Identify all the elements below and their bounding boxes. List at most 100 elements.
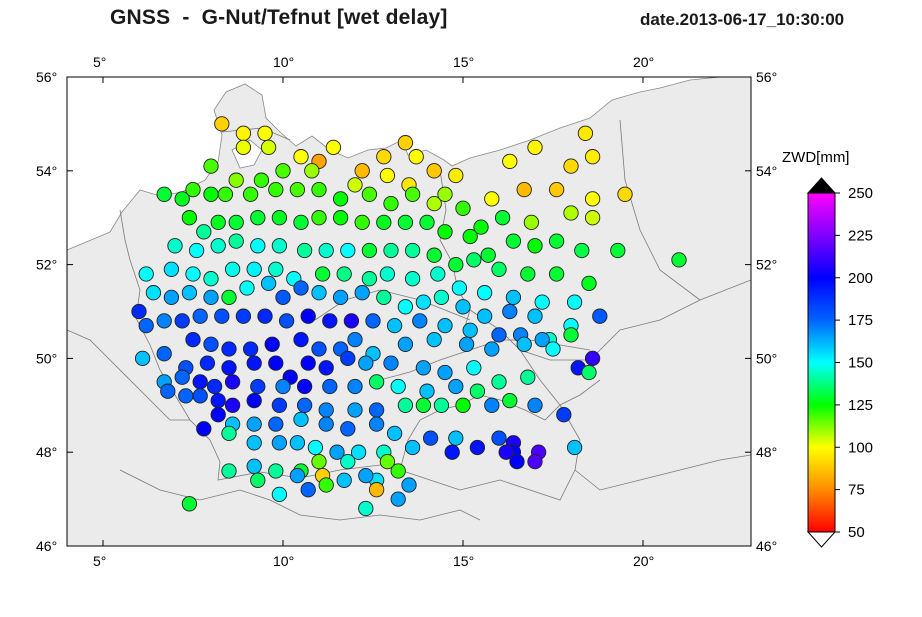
- station-marker: [210, 407, 226, 423]
- station-marker: [671, 252, 687, 268]
- station-marker: [458, 336, 475, 352]
- station-marker: [268, 181, 284, 198]
- station-marker: [275, 378, 291, 395]
- colorbar-tick-label: 225: [848, 227, 873, 244]
- station-marker: [563, 205, 579, 221]
- station-marker: [584, 350, 601, 367]
- station-marker: [134, 350, 151, 367]
- station-marker: [498, 444, 514, 460]
- station-marker: [257, 308, 273, 324]
- station-marker: [386, 317, 403, 334]
- station-marker: [271, 435, 288, 451]
- lon-tick-label-bottom: 5°: [93, 553, 106, 569]
- station-marker: [455, 200, 471, 216]
- station-marker: [235, 125, 252, 141]
- station-marker: [491, 374, 507, 390]
- station-marker: [491, 430, 507, 446]
- station-marker: [397, 397, 414, 413]
- station-marker: [476, 308, 493, 324]
- station-marker: [347, 402, 363, 418]
- station-marker: [271, 210, 288, 226]
- station-marker: [221, 425, 237, 442]
- station-marker: [293, 331, 309, 348]
- station-marker: [581, 275, 597, 292]
- station-marker: [278, 313, 295, 329]
- station-marker: [156, 186, 172, 202]
- station-marker: [527, 308, 543, 324]
- station-marker: [214, 116, 230, 132]
- station-marker: [404, 439, 421, 456]
- station-marker: [224, 261, 241, 277]
- station-marker: [178, 388, 194, 404]
- station-marker: [239, 280, 255, 296]
- station-marker: [260, 139, 277, 156]
- colorbar-tick-label: 50: [848, 524, 865, 541]
- station-marker: [181, 496, 198, 512]
- station-marker: [250, 238, 266, 254]
- station-marker: [358, 355, 374, 371]
- station-marker: [491, 327, 507, 343]
- station-marker: [523, 214, 540, 231]
- station-marker: [138, 317, 154, 334]
- station-marker: [293, 149, 309, 165]
- station-marker: [415, 360, 432, 376]
- station-marker: [246, 355, 262, 371]
- station-marker: [563, 327, 579, 343]
- station-marker: [307, 439, 324, 456]
- station-marker: [520, 369, 536, 385]
- station-marker: [174, 369, 190, 385]
- station-marker: [448, 256, 464, 273]
- station-marker: [289, 467, 306, 484]
- colorbar-tick-label: 200: [848, 270, 873, 287]
- station-marker: [293, 280, 309, 296]
- station-marker: [163, 289, 180, 306]
- station-marker: [437, 224, 453, 240]
- station-marker: [368, 374, 385, 390]
- station-marker: [242, 341, 259, 357]
- station-marker: [422, 430, 439, 446]
- station-marker: [433, 289, 450, 306]
- colorbar-tick-label: 100: [848, 439, 873, 456]
- station-marker: [365, 313, 381, 329]
- station-marker: [250, 378, 266, 395]
- station-marker: [419, 214, 435, 231]
- station-marker: [271, 486, 288, 503]
- station-marker: [250, 472, 266, 488]
- station-marker: [354, 214, 370, 231]
- station-marker: [217, 186, 234, 202]
- station-marker: [192, 308, 208, 324]
- station-marker: [206, 378, 223, 395]
- station-marker: [296, 242, 313, 259]
- station-marker: [235, 139, 252, 156]
- station-marker: [437, 364, 453, 381]
- station-marker: [340, 242, 356, 259]
- station-marker: [455, 397, 471, 413]
- station-marker: [318, 360, 334, 376]
- station-marker: [354, 163, 370, 179]
- station-marker: [480, 247, 496, 263]
- station-marker: [332, 191, 349, 207]
- station-marker: [196, 224, 212, 240]
- station-marker: [368, 402, 385, 418]
- station-marker: [289, 435, 306, 451]
- station-marker: [293, 411, 309, 428]
- station-marker: [383, 355, 399, 371]
- station-marker: [426, 163, 442, 179]
- station-marker: [397, 135, 414, 151]
- station-marker: [556, 407, 572, 423]
- station-marker: [527, 397, 543, 413]
- station-marker: [404, 242, 421, 259]
- station-marker: [181, 285, 198, 301]
- station-marker: [509, 453, 525, 470]
- station-marker: [325, 139, 342, 156]
- lat-tick-label-left: 50°: [36, 350, 57, 366]
- lon-tick-label-bottom: 10°: [273, 553, 294, 569]
- station-marker: [192, 374, 208, 390]
- station-marker: [476, 285, 493, 301]
- station-marker: [181, 210, 198, 226]
- station-marker: [577, 125, 594, 141]
- station-marker: [257, 125, 273, 141]
- station-marker: [203, 271, 219, 287]
- station-marker: [548, 181, 565, 198]
